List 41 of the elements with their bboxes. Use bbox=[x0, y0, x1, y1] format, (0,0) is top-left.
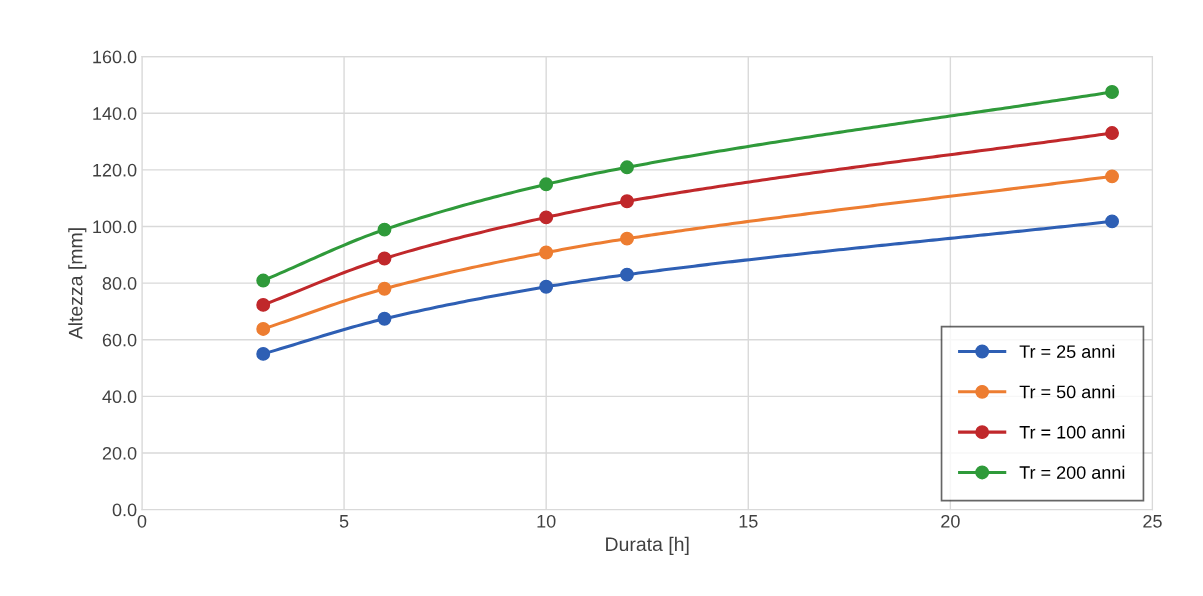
x-tick-label: 10 bbox=[537, 514, 556, 528]
x-tick-label: 25 bbox=[1143, 514, 1162, 528]
point bbox=[620, 194, 634, 209]
point bbox=[377, 222, 392, 237]
point bbox=[1105, 214, 1119, 229]
point bbox=[377, 281, 392, 296]
y-tick-label: 80.0 bbox=[102, 277, 137, 290]
point bbox=[256, 322, 271, 336]
point bbox=[539, 245, 554, 260]
point bbox=[256, 297, 271, 312]
point bbox=[1105, 85, 1119, 99]
y-tick-label: 100.0 bbox=[93, 220, 137, 234]
point bbox=[1105, 126, 1119, 141]
point bbox=[377, 251, 392, 266]
point bbox=[256, 273, 271, 288]
point bbox=[377, 311, 392, 326]
y-tick-label: 160.0 bbox=[93, 50, 137, 64]
legend-label: Tr = 25 anni bbox=[1019, 344, 1115, 359]
x-tick-label: 20 bbox=[941, 514, 960, 528]
legend-label: Tr = 100 anni bbox=[1019, 425, 1125, 439]
y-tick-label: 0.0 bbox=[112, 503, 137, 517]
point bbox=[539, 177, 554, 192]
y-axis-title: Altezza [mm] bbox=[68, 228, 87, 340]
y-tick-label: 120.0 bbox=[93, 163, 137, 177]
point bbox=[256, 346, 271, 361]
legend-label: Tr = 200 anni bbox=[1019, 465, 1125, 479]
y-tick-label: 60.0 bbox=[102, 333, 137, 347]
point bbox=[1105, 169, 1119, 184]
x-tick-label: 5 bbox=[339, 515, 349, 528]
x-axis-title: Durata [h] bbox=[606, 536, 689, 555]
y-tick-label: 140.0 bbox=[93, 107, 137, 120]
legend-label: Tr = 50 anni bbox=[1019, 385, 1115, 399]
y-tick-label: 40.0 bbox=[102, 390, 137, 404]
x-tick-label: 0 bbox=[137, 514, 147, 528]
point bbox=[620, 160, 634, 175]
point bbox=[620, 267, 634, 282]
point bbox=[539, 279, 554, 294]
x-tick-label: 15 bbox=[739, 515, 758, 528]
point bbox=[539, 210, 554, 225]
point bbox=[620, 231, 634, 246]
y-tick-label: 20.0 bbox=[102, 446, 137, 460]
